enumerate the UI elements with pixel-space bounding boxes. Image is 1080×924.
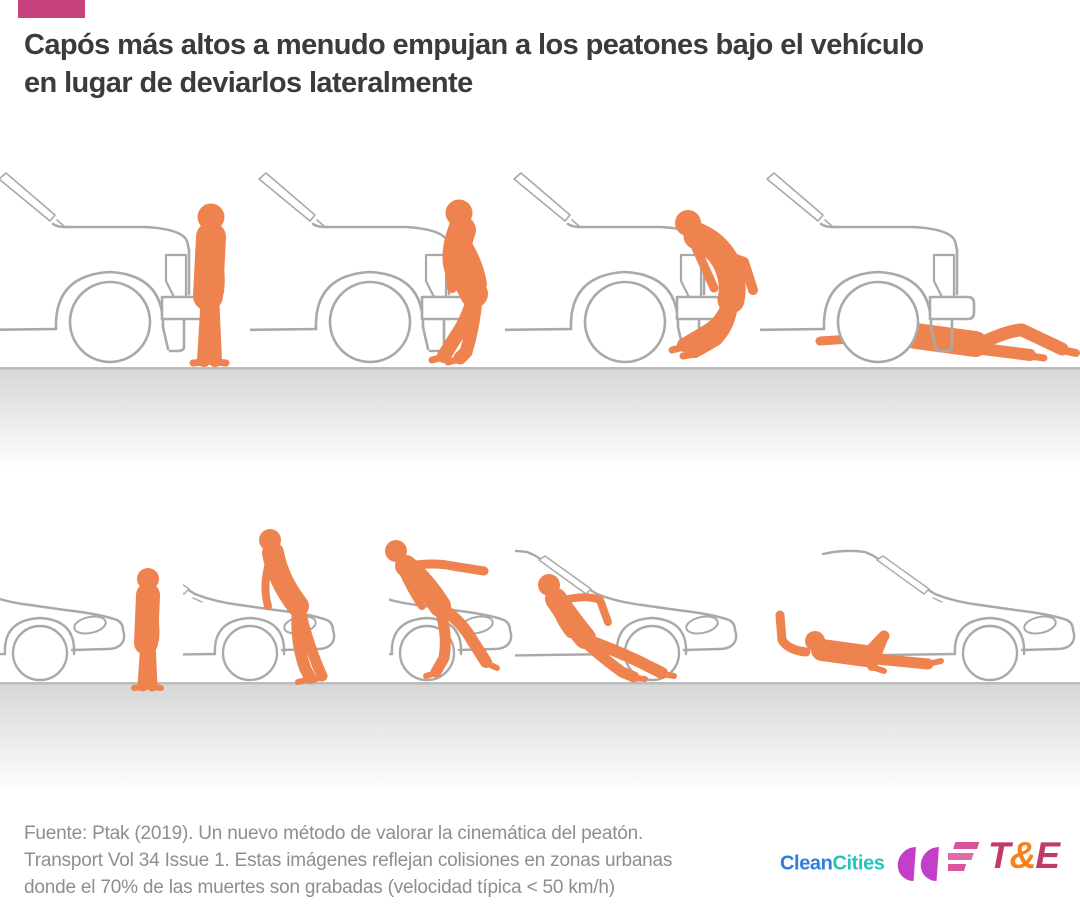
title-line-2: en lugar de deviarlos lateralmente — [24, 67, 473, 100]
te-letter-t: T — [988, 834, 1011, 876]
scene-low-hood-car — [0, 529, 1080, 794]
logo-row: CleanCities T&E — [780, 836, 1070, 896]
pedestrian-sliding-icon — [538, 574, 677, 683]
pedestrian-impact-icon — [428, 199, 488, 366]
clean-cities-logo: CleanCities — [780, 846, 943, 882]
high-hood-truck-icon — [0, 171, 208, 364]
accent-bar — [18, 0, 85, 18]
road-edge-top — [0, 367, 1080, 370]
low-hood-car-icon — [0, 549, 126, 682]
scene-high-hood-truck — [0, 171, 1080, 470]
te-wordmark: T&E — [988, 834, 1060, 876]
source-line-2: Transport Vol 34 Issue 1. Estas imágenes… — [24, 850, 673, 871]
te-speed-lines-icon — [948, 842, 980, 871]
source-line-3: donde el 70% de las muertes son grabadas… — [24, 877, 615, 898]
pedestrian-standing-icon — [131, 568, 164, 692]
page-title: Capós más altos a menudo empujan a los p… — [24, 26, 1054, 103]
source-line-1: Fuente: Ptak (2019). Un nuevo método de … — [24, 823, 644, 844]
te-logo: T&E — [948, 834, 1060, 876]
road-edge-bottom — [0, 682, 1080, 685]
road-top — [0, 367, 1080, 470]
pedestrian-on-ground-clear-icon — [775, 610, 944, 674]
title-line-1: Capós más altos a menudo empujan a los p… — [24, 29, 924, 61]
high-hood-truck-icon — [505, 171, 723, 364]
clean-cities-wordmark-cities: Cities — [832, 852, 885, 875]
clean-cities-wordmark-clean: Clean — [780, 852, 833, 875]
pedestrian-impact-icon — [259, 529, 328, 685]
high-hood-truck-icon — [250, 171, 468, 364]
pedestrian-pushed-down-icon — [668, 210, 758, 360]
te-ampersand: & — [1009, 834, 1037, 876]
pedestrian-on-hood-icon — [385, 540, 500, 679]
source-note: Fuente: Ptak (2019). Un nuevo método de … — [24, 820, 754, 901]
clean-cities-mark-icon — [897, 847, 939, 881]
pedestrian-standing-icon — [189, 203, 230, 367]
te-letter-e: E — [1035, 834, 1060, 876]
road-bottom — [0, 682, 1080, 794]
